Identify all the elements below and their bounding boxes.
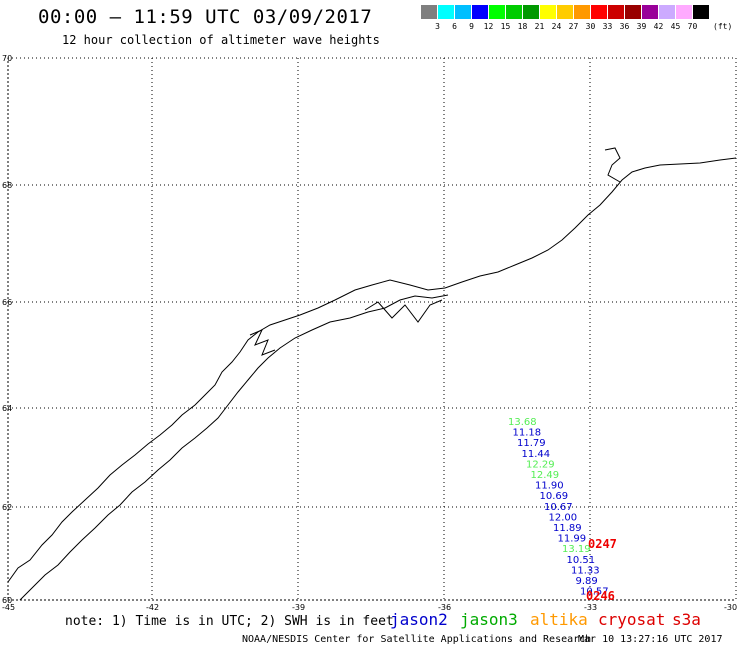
colorbar-label: 36 — [619, 22, 630, 31]
coastline-fjords — [249, 147, 621, 356]
colorbar-swatch — [659, 5, 676, 19]
colorbar-label: 42 — [653, 22, 664, 31]
wave-height-label: 12.49 — [531, 470, 560, 481]
colorbar — [421, 5, 710, 19]
colorbar-labels: 3 6 9 12 15 18 21 24 27 30 33 36 39 42 45 70 — [421, 22, 701, 31]
colorbar-label: 18 — [517, 22, 528, 31]
colorbar-swatch — [421, 5, 438, 19]
colorbar-swatch — [574, 5, 591, 19]
wave-height-label: 11.33 — [571, 565, 600, 576]
colorbar-label: 21 — [534, 22, 545, 31]
wave-height-label: 11.79 — [517, 438, 546, 449]
wave-height-label: 10.51 — [567, 555, 596, 566]
colorbar-swatch — [489, 5, 506, 19]
lon-tick-label: -33 — [584, 603, 597, 612]
wave-height-label: 10.67 — [544, 502, 573, 513]
coastline-inner — [19, 294, 449, 601]
legend-s3a: s3a — [672, 610, 701, 629]
pass-time-label: 0246 — [586, 589, 615, 603]
colorbar-swatch — [591, 5, 608, 19]
wave-height-label: 11.18 — [513, 428, 542, 439]
lat-tick-label: 62 — [2, 503, 12, 512]
footer-timestamp: Mar 10 13:27:16 UTC 2017 — [578, 634, 723, 645]
wave-height-label: 9.89 — [576, 576, 598, 587]
wave-height-label: 11.89 — [553, 523, 582, 534]
wave-height-label: 12.29 — [526, 459, 555, 470]
legend-jason2: jason2 — [390, 610, 448, 629]
colorbar-swatch — [642, 5, 659, 19]
legend-altika: altika — [530, 610, 588, 629]
lat-tick-label: 70 — [2, 54, 12, 63]
wave-height-label: 11.99 — [558, 534, 587, 545]
colorbar-label: 12 — [483, 22, 494, 31]
colorbar-swatch — [625, 5, 642, 19]
colorbar-label: 33 — [602, 22, 613, 31]
colorbar-swatch — [523, 5, 540, 19]
wave-height-label: 10.69 — [540, 491, 569, 502]
colorbar-swatch — [608, 5, 625, 19]
map-title: 00:00 – 11:59 UTC 03/09/2017 — [38, 6, 373, 28]
colorbar-label: 27 — [568, 22, 579, 31]
colorbar-label: 30 — [585, 22, 596, 31]
colorbar-label: 15 — [500, 22, 511, 31]
colorbar-swatch — [472, 5, 489, 19]
colorbar-swatch — [438, 5, 455, 19]
lon-tick-label: -42 — [146, 603, 159, 612]
colorbar-label: 70 — [687, 22, 698, 31]
wave-height-label: 11.44 — [522, 449, 551, 460]
legend-jason3: jason3 — [460, 610, 518, 629]
map-grid: 70 68 66 64 62 60-45 -42 -39 -36 -33 -30 — [2, 54, 737, 612]
wave-height-label: 13.19 — [562, 544, 591, 555]
lon-tick-label: -45 — [2, 603, 15, 612]
colorbar-unit: (ft) — [713, 22, 733, 31]
wave-height-label: 11.90 — [535, 481, 564, 492]
note-text: note: 1) Time is in UTC; 2) SWH is in fe… — [65, 614, 394, 629]
lat-tick-label: 66 — [2, 298, 12, 307]
lat-tick-label: 68 — [2, 181, 12, 190]
colorbar-swatch — [540, 5, 557, 19]
wave-height-label: 10.57 — [580, 587, 609, 598]
map-frame — [7, 57, 737, 601]
map-subtitle: 12 hour collection of altimeter wave hei… — [62, 33, 380, 47]
coastline — [7, 157, 737, 583]
colorbar-swatch — [676, 5, 693, 19]
lon-tick-label: -39 — [292, 603, 305, 612]
colorbar-label: 9 — [469, 22, 474, 31]
lat-tick-label: 64 — [2, 404, 12, 413]
lat-tick-label: 60 — [2, 596, 12, 605]
colorbar-label: 3 — [435, 22, 440, 31]
footer-credit: NOAA/NESDIS Center for Satellite Applica… — [242, 634, 592, 645]
lon-tick-label: -30 — [724, 603, 737, 612]
colorbar-swatch — [455, 5, 472, 19]
lon-tick-label: -36 — [438, 603, 451, 612]
colorbar-label: 24 — [551, 22, 562, 31]
colorbar-swatch — [693, 5, 710, 19]
colorbar-label: 6 — [452, 22, 457, 31]
wave-height-label: 12.00 — [549, 512, 578, 523]
wave-height-label: 13.68 — [508, 417, 537, 428]
observations: 13.6811.1811.7911.4412.2912.4911.9010.69… — [508, 417, 617, 603]
colorbar-swatch — [557, 5, 574, 19]
colorbar-label: 45 — [670, 22, 681, 31]
legend-cryosat: cryosat — [598, 610, 666, 629]
pass-time-label: 0247 — [588, 537, 617, 551]
colorbar-label: 39 — [636, 22, 647, 31]
colorbar-swatch — [506, 5, 523, 19]
